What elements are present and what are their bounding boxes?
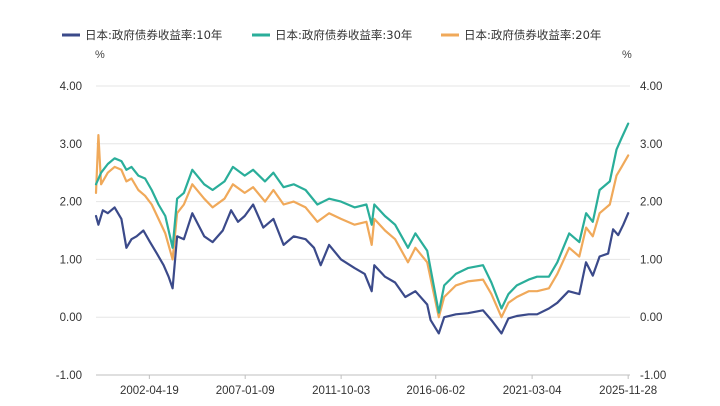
series-lines [94, 122, 630, 335]
x-tick-label: 2007-01-09 [216, 385, 275, 397]
y-tick-label-right: -1.00 [640, 370, 666, 382]
x-tick-label: 2021-03-04 [503, 385, 562, 397]
y-axis-unit-left: % [95, 49, 105, 61]
x-tick-label: 2002-04-19 [120, 385, 179, 397]
y-tick-label-right: 0.00 [640, 312, 662, 324]
y-tick-label-right: 1.00 [640, 254, 662, 266]
legend-item: 日本:政府债券收益率:10年 [62, 28, 222, 42]
y-tick-label-right: 2.00 [640, 197, 662, 209]
x-tick-label: 2025-11-28 [599, 385, 657, 397]
legend-label: 日本:政府债券收益率:10年 [85, 28, 222, 42]
series-line-10y [94, 203, 630, 335]
y-axis-right: 4.00 3.00 2.00 1.00 0.00 -1.00 [640, 81, 666, 382]
y-tick-label-left: 3.00 [60, 139, 82, 151]
y-tick-label-right: 4.00 [640, 81, 662, 93]
y-tick-label-left: 4.00 [60, 81, 82, 93]
y-tick-label-left: 0.00 [60, 312, 82, 324]
y-tick-label-left: 1.00 [60, 254, 82, 266]
y-tick-label-right: 3.00 [640, 139, 662, 151]
x-axis: 2002-04-19 2007-01-09 2011-10-03 2016-06-02… [120, 375, 657, 397]
legend-label: 日本:政府债券收益率:30年 [275, 28, 412, 42]
y-tick-label-left: 2.00 [60, 197, 82, 209]
series-line-20y [94, 134, 630, 319]
x-tick-label: 2011-10-03 [312, 385, 370, 397]
y-axis-unit-right: % [622, 49, 632, 61]
x-tick-label: 2016-06-02 [406, 385, 465, 397]
y-axis-left: 4.00 3.00 2.00 1.00 0.00 -1.00 [56, 81, 82, 382]
y-tick-label-left: -1.00 [56, 370, 82, 382]
legend-item: 日本:政府债券收益率:20年 [441, 28, 601, 42]
legend-label: 日本:政府债券收益率:20年 [464, 28, 601, 42]
chart-legend: 日本:政府债券收益率:10年 日本:政府债券收益率:30年 日本:政府债券收益率:2… [62, 28, 601, 42]
legend-item: 日本:政府债券收益率:30年 [252, 28, 412, 42]
series-line-30y [94, 122, 630, 314]
